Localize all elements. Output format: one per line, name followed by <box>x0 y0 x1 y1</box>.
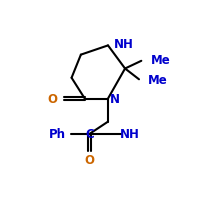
Text: Ph: Ph <box>48 128 65 141</box>
Text: NH: NH <box>120 128 140 141</box>
Text: NH: NH <box>114 38 133 51</box>
Text: N: N <box>110 92 120 105</box>
Text: O: O <box>84 153 94 166</box>
Text: C: C <box>85 128 94 141</box>
Text: Me: Me <box>151 54 170 67</box>
Text: Me: Me <box>148 73 168 86</box>
Text: O: O <box>48 92 58 105</box>
